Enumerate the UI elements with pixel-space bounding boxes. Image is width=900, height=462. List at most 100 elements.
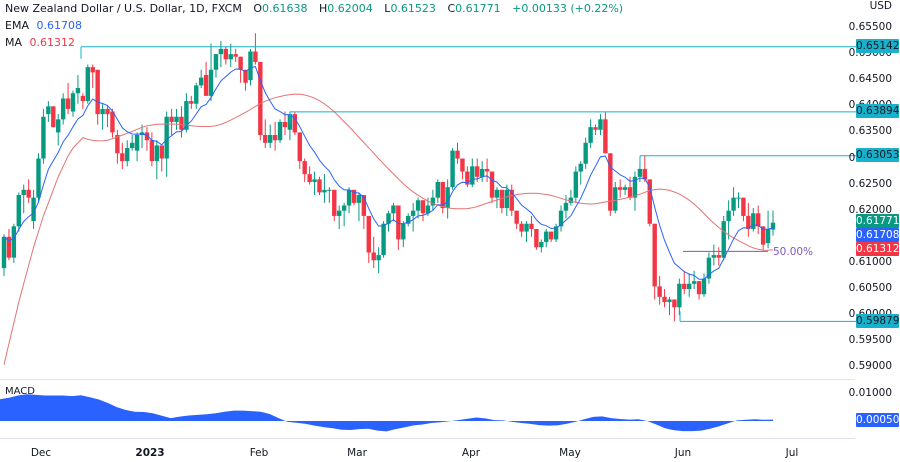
time-tick-jul: Jul xyxy=(785,447,799,459)
candle-body xyxy=(381,223,386,256)
candle-body xyxy=(524,223,529,232)
currency-label: USD xyxy=(869,0,892,12)
price-tick: 0.59500 xyxy=(848,334,892,347)
candle-body xyxy=(332,189,337,216)
candle-body xyxy=(544,231,549,243)
candle-body xyxy=(627,187,633,198)
candle-body xyxy=(770,222,776,230)
candle-body xyxy=(223,48,229,60)
ema-price-tag: 0.61708 xyxy=(856,228,900,242)
candle-body xyxy=(115,135,120,154)
candle-body xyxy=(662,296,667,303)
candle-body xyxy=(529,223,534,229)
candle-body xyxy=(553,226,559,240)
candle-body xyxy=(376,255,381,261)
candle-body xyxy=(159,145,164,159)
candle-body xyxy=(11,226,17,258)
macd-pane-label[interactable]: MACD xyxy=(5,386,35,397)
candle-body xyxy=(51,106,56,128)
candle-body xyxy=(425,205,431,214)
time-tick-dec: Dec xyxy=(30,447,52,459)
change-value: +0.00133 (+0.22%) xyxy=(512,2,624,15)
candle-body xyxy=(70,93,76,112)
candle-body xyxy=(253,51,258,62)
candle-body xyxy=(189,101,194,104)
candle-body xyxy=(65,98,71,109)
candle-body xyxy=(184,101,189,130)
candle-body xyxy=(307,174,312,182)
candle-body xyxy=(327,189,332,191)
candle-body xyxy=(667,299,672,303)
candle-body xyxy=(1,236,7,269)
time-tick-2023: 2023 xyxy=(135,447,165,459)
candle-body xyxy=(75,88,81,94)
ma-legend-row[interactable]: MA 0.61312 xyxy=(5,34,623,51)
candle-body xyxy=(420,200,426,214)
candle-body xyxy=(746,215,751,229)
candle-body xyxy=(637,168,643,177)
candle-body xyxy=(509,189,514,211)
symbol-title[interactable]: New Zealand Dollar / U.S. Dollar, 1D, FX… xyxy=(5,2,242,15)
open-label: O xyxy=(253,2,263,15)
candle-body xyxy=(366,215,371,253)
candle-body xyxy=(721,221,726,258)
candle-body xyxy=(563,202,569,211)
candle-body xyxy=(741,197,746,216)
candle-body xyxy=(164,116,169,159)
candle-body xyxy=(588,127,593,143)
candle-body xyxy=(386,213,391,224)
candle-body xyxy=(726,210,731,222)
candle-body xyxy=(85,67,91,102)
candle-body xyxy=(652,223,657,287)
candle-body xyxy=(578,163,583,172)
candle-body xyxy=(60,98,66,120)
candle-body xyxy=(302,161,307,175)
candle-body xyxy=(435,181,440,198)
candle-body xyxy=(716,255,721,258)
candle-body xyxy=(450,150,455,188)
candle-body xyxy=(243,69,248,83)
candle-body xyxy=(583,142,588,164)
candle-body xyxy=(194,85,199,104)
candle-body xyxy=(36,158,41,198)
price-tick: 0.59000 xyxy=(848,360,892,373)
candle-body xyxy=(208,69,214,96)
candle-body xyxy=(682,283,687,289)
candle-body xyxy=(391,205,396,214)
candle-body xyxy=(672,299,677,308)
candle-body xyxy=(322,189,327,193)
time-tick-may: May xyxy=(559,447,581,459)
candle-body xyxy=(415,200,421,211)
time-tick-jun: Jun xyxy=(674,447,692,459)
candle-body xyxy=(149,140,155,162)
candle-body xyxy=(26,189,31,198)
ema-value: 0.61708 xyxy=(36,19,82,32)
candle-body xyxy=(203,74,209,96)
candle-body xyxy=(125,148,130,162)
open-value: 0.61638 xyxy=(262,2,308,15)
low-value: 0.61523 xyxy=(390,2,436,15)
candle-body xyxy=(218,48,224,55)
candle-body xyxy=(6,236,12,258)
candle-body xyxy=(105,108,110,115)
candle-body xyxy=(337,210,342,216)
candle-body xyxy=(292,114,298,133)
candle-body xyxy=(21,189,26,196)
candle-body xyxy=(677,283,682,308)
candle-body xyxy=(548,231,554,240)
low-label: L xyxy=(384,2,391,15)
candle-body xyxy=(765,228,771,244)
candle-body xyxy=(657,286,662,297)
candle-body xyxy=(233,54,238,57)
candle-body xyxy=(317,179,322,193)
candle-body xyxy=(504,189,510,209)
candle-body xyxy=(598,119,603,130)
candle-body xyxy=(608,153,613,211)
candle-body xyxy=(696,281,702,295)
candle-body xyxy=(489,171,495,198)
macd-area xyxy=(0,394,773,432)
candle-body xyxy=(267,135,273,143)
candle-body xyxy=(539,242,544,248)
ema-legend-row[interactable]: EMA 0.61708 xyxy=(5,17,623,34)
